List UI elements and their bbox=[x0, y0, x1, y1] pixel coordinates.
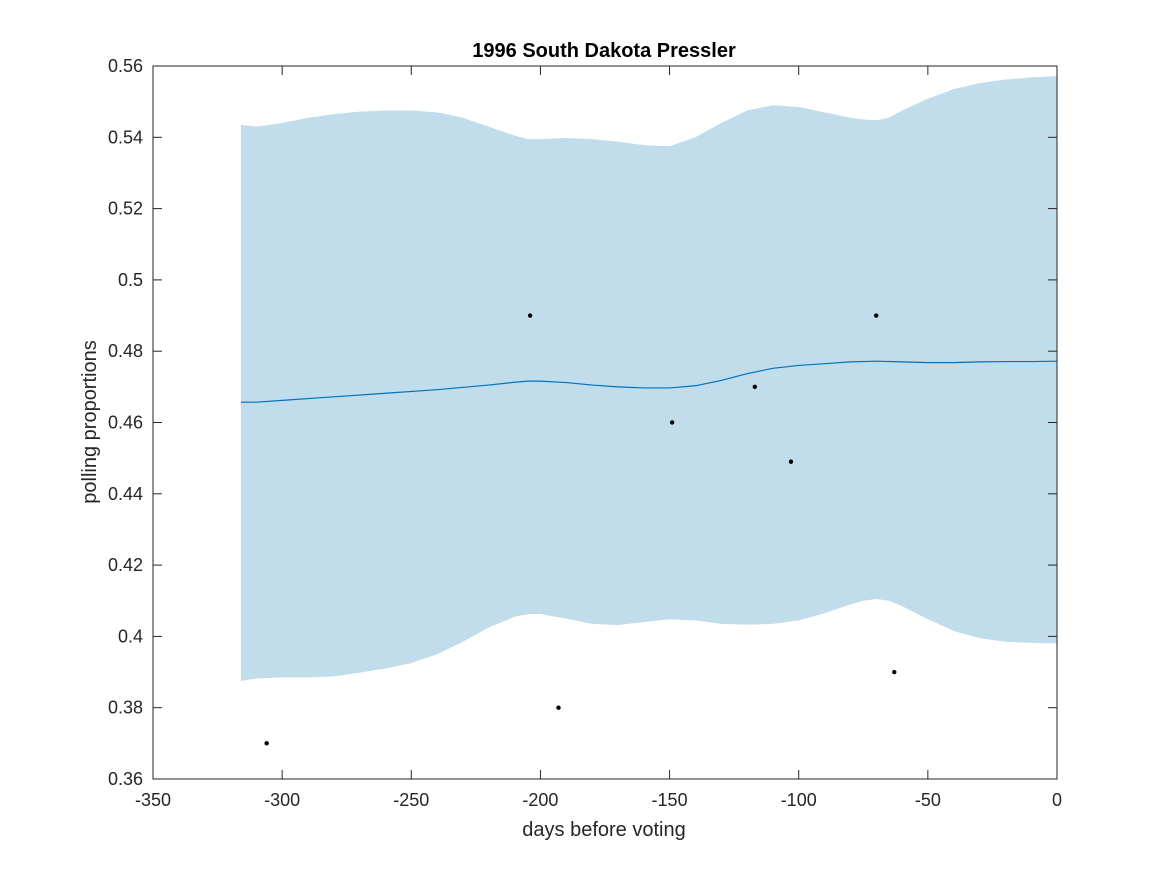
confidence-band bbox=[240, 75, 1057, 681]
x-tick-label: 0 bbox=[1052, 790, 1062, 810]
y-tick-label: 0.46 bbox=[108, 413, 143, 433]
poll-point bbox=[264, 741, 269, 746]
poll-point bbox=[669, 420, 675, 425]
y-tick-label: 0.5 bbox=[118, 270, 143, 290]
y-tick-label: 0.54 bbox=[108, 127, 143, 147]
y-tick-label: 0.36 bbox=[108, 769, 143, 789]
y-tick-label: 0.44 bbox=[108, 484, 143, 504]
x-axis-label: days before voting bbox=[522, 819, 685, 841]
x-tick-label: -50 bbox=[915, 790, 941, 810]
poll-point bbox=[527, 313, 533, 318]
poll-point bbox=[556, 705, 561, 710]
x-tick-label: -100 bbox=[781, 790, 817, 810]
poll-point bbox=[752, 384, 758, 390]
x-tick-label: -150 bbox=[652, 790, 688, 810]
y-tick-label: 0.4 bbox=[118, 626, 143, 646]
poll-point bbox=[874, 313, 879, 318]
chart-title: 1996 South Dakota Pressler bbox=[472, 40, 736, 62]
y-tick-label: 0.52 bbox=[108, 199, 143, 219]
y-tick-label: 0.42 bbox=[108, 555, 143, 575]
y-tick-label: 0.48 bbox=[108, 341, 143, 361]
x-tick-label: -300 bbox=[264, 790, 300, 810]
y-tick-label: 0.38 bbox=[108, 698, 143, 718]
poll-point bbox=[892, 669, 897, 675]
y-tick-label: 0.56 bbox=[108, 56, 143, 76]
y-axis-label: polling proportions bbox=[79, 340, 101, 503]
x-tick-label: -200 bbox=[522, 790, 558, 810]
poll-point bbox=[788, 459, 794, 464]
mean-line bbox=[240, 360, 1058, 403]
x-tick-label: -250 bbox=[393, 790, 429, 810]
x-tick-label: -350 bbox=[135, 790, 171, 810]
